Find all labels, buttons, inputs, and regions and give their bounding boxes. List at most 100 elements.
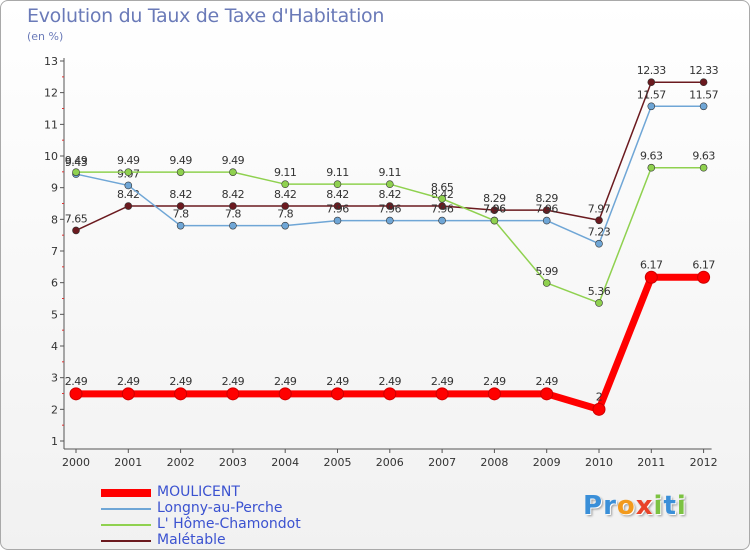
data-point [281,180,290,188]
data-label: 8.42 [117,188,140,201]
y-tick-label: 12 [44,87,58,100]
data-point [647,78,656,87]
x-tick-label: 2012 [690,456,718,469]
x-tick-label: 2010 [585,456,613,469]
x-tick-label: 2005 [324,456,352,469]
x-tick-label: 2004 [271,456,299,469]
data-label: 8.42 [222,188,245,201]
data-label: 9.49 [65,154,88,167]
data-label: 8.42 [379,188,402,201]
data-label: 2.49 [169,375,192,388]
data-point [595,299,603,307]
x-tick-label: 2003 [219,456,247,469]
y-tick-label: 4 [51,340,58,353]
y-tick-label: 5 [51,308,58,321]
data-label: 8.42 [326,188,349,201]
y-tick-label: 11 [44,118,58,131]
y-tick-label: 7 [51,245,58,258]
chart-title: Evolution du Taux de Taxe d'Habitation [27,5,385,27]
data-label: 8.42 [274,188,297,201]
data-point [490,206,499,214]
data-point [385,216,394,225]
y-tick-label: 10 [44,150,58,163]
x-tick-label: 2002 [167,456,195,469]
legend-label: MOULICENT [157,484,240,500]
data-point [121,387,135,401]
data-label: 2.49 [326,375,349,388]
data-point [333,202,342,210]
data-label: 2.49 [431,375,454,388]
data-point [281,202,290,210]
data-label: 2.49 [379,375,402,388]
x-tick-label: 2000 [62,456,90,469]
data-point [333,216,342,225]
x-tick-label: 2001 [114,456,142,469]
data-point [542,279,551,287]
legend-label: L' Hôme-Chamondot [157,516,301,532]
legend-swatch [101,508,151,510]
data-point [278,387,292,401]
data-point [592,402,606,416]
legend-label: Malétable [157,532,226,548]
data-point [697,270,711,284]
data-point [438,216,446,225]
data-label: 9.43 [65,156,88,169]
data-label: 7.8 [225,208,241,221]
data-label: 7.97 [588,202,611,215]
legend-swatch [101,489,151,497]
logo-letter: i [653,491,664,521]
data-label: 8.65 [431,181,454,194]
data-label: 7.96 [483,203,506,216]
data-point [383,387,397,401]
data-point [226,387,240,401]
y-tick-label: 2 [51,403,58,416]
logo-letter: x [635,491,654,521]
y-tick-label: 6 [51,277,58,290]
data-label: 2.49 [117,375,140,388]
data-label: 11.57 [637,88,666,101]
data-point [699,78,708,87]
data-point [124,202,133,210]
x-tick-label: 2007 [428,456,456,469]
data-point [124,181,133,190]
data-label: 7.8 [173,208,189,221]
legend-label: Longny-au-Perche [157,500,283,516]
data-label: 8.29 [535,192,558,205]
logo-letter: t [663,491,677,521]
data-label: 7.96 [379,203,402,216]
data-label: 7.65 [65,212,88,225]
data-point [644,270,658,284]
y-tick-label: 13 [44,55,58,68]
x-tick-label: 2008 [480,456,508,469]
data-point [176,168,185,176]
data-point [72,168,80,176]
data-label: 12.33 [637,64,666,77]
data-label: 7.96 [535,203,558,216]
data-point [542,206,551,214]
data-point [229,221,237,230]
data-point [647,163,656,172]
logo-letter: r [603,491,617,521]
data-label: 5.36 [588,285,611,298]
data-point [176,202,185,210]
data-label: 9.49 [117,154,140,167]
y-tick-label: 8 [51,213,58,226]
data-point [487,387,501,401]
data-point [435,387,449,401]
data-label: 2.49 [222,375,245,388]
data-label: 6.17 [692,258,715,271]
data-label: 8.42 [169,188,192,201]
data-label: 7.8 [277,208,293,221]
data-point [540,387,554,401]
x-tick-label: 2009 [533,456,561,469]
x-tick-label: 2006 [376,456,404,469]
data-point [229,168,237,176]
data-point [542,216,551,225]
data-point [385,202,394,210]
data-point [69,387,83,401]
data-label: 2.49 [483,375,506,388]
data-label: 5.99 [535,265,558,278]
data-label: 2.49 [535,375,558,388]
data-label: 12.33 [689,64,718,77]
